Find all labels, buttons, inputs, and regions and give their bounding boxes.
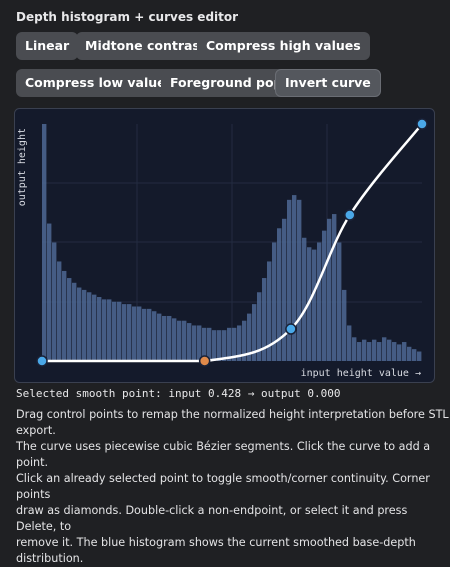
histogram-bar <box>327 218 332 361</box>
histogram-bar <box>122 304 127 361</box>
histogram-bar <box>127 304 132 361</box>
histogram-bar <box>132 306 137 361</box>
histogram-bar <box>137 306 142 361</box>
preset-button[interactable]: Invert curve <box>275 69 381 97</box>
histogram-bar <box>412 349 417 361</box>
x-axis-label: input height value → <box>301 368 421 379</box>
histogram-bar <box>292 195 297 361</box>
histogram-bar <box>182 320 187 361</box>
histogram-bar <box>332 214 337 361</box>
histogram-bar <box>112 301 117 361</box>
histogram-bar <box>272 242 277 361</box>
histogram-bar <box>57 261 62 361</box>
histogram-bar <box>302 237 307 361</box>
histogram-bar <box>62 270 67 361</box>
histogram-bar <box>167 315 172 361</box>
histogram-bar <box>72 282 77 361</box>
control-point[interactable] <box>285 323 297 335</box>
preset-button[interactable]: Compress low values <box>16 69 183 97</box>
histogram-bar <box>212 330 217 361</box>
histogram-bar <box>107 299 112 361</box>
histogram-bar <box>392 342 397 361</box>
histogram-bar <box>152 311 157 361</box>
histogram-bar <box>232 327 237 361</box>
control-point[interactable] <box>416 118 428 130</box>
histogram-bar <box>67 278 72 361</box>
histogram-bar <box>287 199 292 361</box>
histogram-bar <box>217 330 222 361</box>
histogram-bar <box>417 351 422 361</box>
histogram-bar <box>42 124 47 361</box>
histogram-bar <box>377 342 382 361</box>
histogram-bar <box>407 346 412 361</box>
histogram-bar <box>397 344 402 361</box>
histogram-bar <box>252 304 257 361</box>
help-line: remove it. The blue histogram shows the … <box>16 536 416 565</box>
control-point[interactable] <box>198 355 211 367</box>
histogram-bar <box>347 325 352 361</box>
histogram-bar <box>202 327 207 361</box>
histogram-bar <box>337 242 342 361</box>
help-line: draw as diamonds. Double-click a non-end… <box>16 504 408 533</box>
histogram-bar <box>87 292 92 361</box>
y-axis-label: output height <box>17 128 28 206</box>
panel-title: Depth histogram + curves editor <box>16 10 239 24</box>
control-point[interactable] <box>36 355 48 367</box>
histogram-bar <box>52 242 57 361</box>
histogram-bar <box>192 325 197 361</box>
histogram-bar <box>372 339 377 361</box>
curve-editor[interactable]: output height input height value → <box>0 0 450 385</box>
histogram-bar <box>82 289 87 361</box>
histogram-bar <box>247 313 252 361</box>
histogram-bar <box>297 199 302 361</box>
histogram-bar <box>97 297 102 361</box>
histogram-bar <box>77 287 82 361</box>
histogram-bar <box>352 337 357 361</box>
histogram-bar <box>242 320 247 361</box>
preset-button[interactable]: Linear <box>16 32 79 60</box>
histogram-bar <box>382 337 387 361</box>
histogram-bar <box>157 313 162 361</box>
histogram-bar <box>277 228 282 361</box>
histogram-bar <box>207 327 212 361</box>
histogram-bar <box>162 315 167 361</box>
histogram-bar <box>172 318 177 361</box>
preset-button[interactable]: Compress high values <box>197 32 370 60</box>
preset-button[interactable]: Foreground pop <box>161 69 292 97</box>
histogram-bar <box>237 325 242 361</box>
histogram-bar <box>222 330 227 361</box>
help-line: The curve uses piecewise cubic Bézier se… <box>16 440 431 469</box>
histogram-bar <box>267 261 272 361</box>
histogram-bar <box>362 339 367 361</box>
histogram-bar <box>387 339 392 361</box>
histogram-bar <box>102 299 107 361</box>
histogram-bar <box>312 249 317 361</box>
histogram-bar <box>177 320 182 361</box>
status-text: Selected smooth point: input 0.428 → out… <box>16 387 341 400</box>
histogram-bar <box>142 308 147 361</box>
histogram-bar <box>257 292 262 361</box>
histogram-bar <box>357 342 362 361</box>
help-line: Drag control points to remap the normali… <box>16 408 449 437</box>
histogram-bar <box>402 342 407 361</box>
histogram-bar <box>187 323 192 361</box>
histogram-bar <box>47 223 52 361</box>
histogram-bar <box>317 242 322 361</box>
histogram-bar <box>367 342 372 361</box>
help-text: Drag control points to remap the normali… <box>16 407 450 567</box>
control-point[interactable] <box>344 209 356 221</box>
histogram-bar <box>227 327 232 361</box>
histogram-bar <box>147 308 152 361</box>
histogram-bar <box>197 325 202 361</box>
histogram-bar <box>282 218 287 361</box>
histogram-bar <box>322 230 327 361</box>
histogram-bar <box>117 301 122 361</box>
histogram-bar <box>262 278 267 361</box>
help-line: Click an already selected point to toggl… <box>16 472 430 501</box>
histogram-bar <box>92 294 97 361</box>
preset-button[interactable]: Midtone contrast <box>76 32 215 60</box>
histogram-bar <box>342 289 347 361</box>
